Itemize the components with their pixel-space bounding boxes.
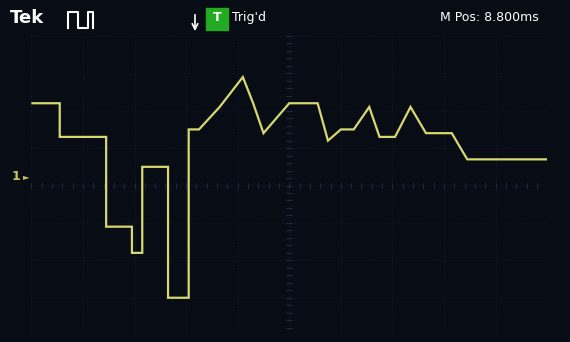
- FancyBboxPatch shape: [206, 8, 228, 30]
- Text: Tek: Tek: [10, 9, 44, 27]
- Text: M Pos: 8.800ms: M Pos: 8.800ms: [440, 11, 539, 25]
- Text: 1: 1: [11, 170, 20, 183]
- Text: ►: ►: [23, 172, 30, 181]
- Text: T: T: [213, 11, 221, 25]
- Text: Trig'd: Trig'd: [232, 11, 266, 25]
